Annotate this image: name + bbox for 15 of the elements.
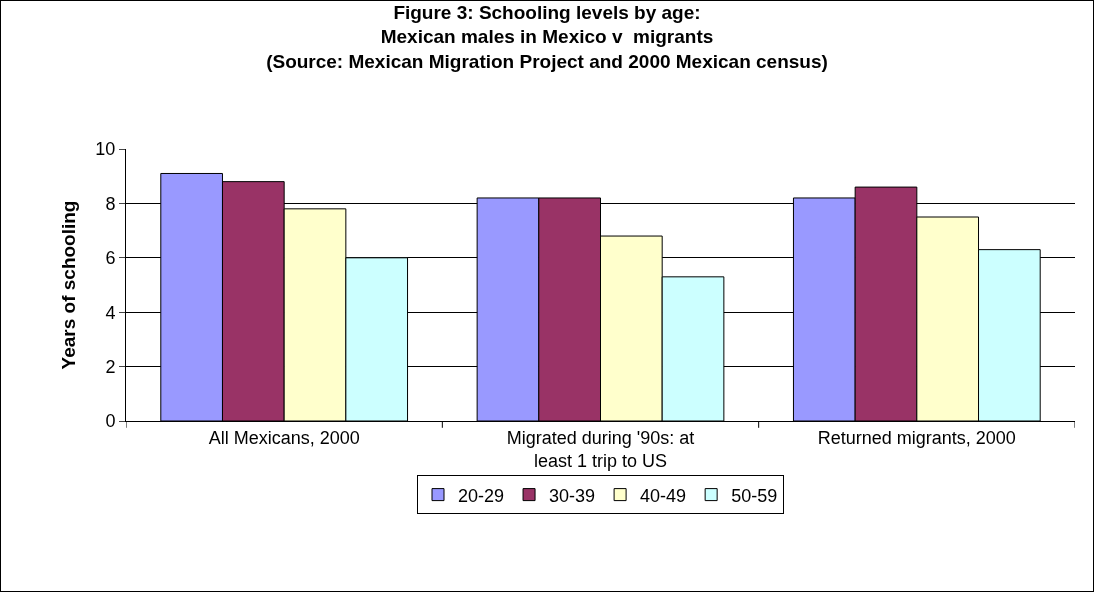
y-tick-label: 10 bbox=[95, 139, 116, 160]
y-tick-label: 6 bbox=[105, 248, 116, 269]
y-tick-label: 4 bbox=[105, 302, 116, 323]
legend-label: 30-39 bbox=[549, 485, 596, 506]
y-tick-label: 2 bbox=[105, 356, 116, 377]
y-tick-label: 0 bbox=[105, 411, 116, 432]
x-tick-label: All Mexicans, 2000 bbox=[208, 427, 360, 448]
x-tick-label: Returned migrants, 2000 bbox=[817, 427, 1016, 448]
y-tick-label: 8 bbox=[105, 193, 116, 214]
legend-label: 50-59 bbox=[731, 485, 778, 506]
legend-label: 40-49 bbox=[640, 485, 687, 506]
legend-label: 20-29 bbox=[458, 485, 505, 506]
x-tick-label: Migrated during '90s: at least 1 trip to US bbox=[506, 427, 695, 471]
chart-title: Figure 3: Schooling levels by age: Mexican males in Mexico v migrants (Source: Mexican Migration Project and 2000 Mexican census) bbox=[266, 1, 828, 73]
y-axis-title: Years of schooling bbox=[58, 200, 80, 370]
